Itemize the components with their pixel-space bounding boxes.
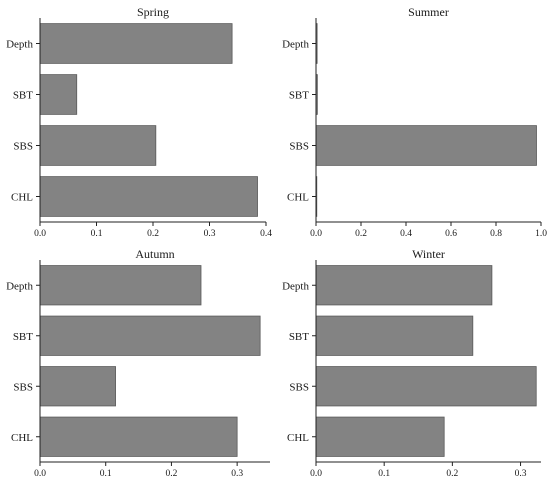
winter-bar-chl	[315, 416, 445, 457]
autumn-category-label: CHL	[11, 432, 33, 444]
winter-title: Winter	[412, 247, 445, 261]
summer-tick-label: 0.2	[355, 229, 367, 239]
summer-tick-label: 0.0	[310, 229, 322, 239]
winter-category-label: SBT	[289, 331, 309, 343]
winter-category-label: Depth	[282, 280, 309, 292]
autumn-category-label: SBT	[13, 331, 33, 343]
autumn-category-label: Depth	[6, 280, 33, 292]
spring-category-label: SBS	[13, 141, 33, 153]
autumn-tick-label: 0.2	[165, 469, 177, 479]
spring-bar-chl	[39, 176, 258, 217]
autumn-bar-sbs	[39, 366, 116, 407]
winter-bar-depth	[315, 265, 493, 306]
spring-tick-label: 0.0	[34, 229, 46, 239]
spring-category-label: Depth	[6, 39, 33, 51]
spring-bar-sbt	[39, 74, 78, 115]
spring-category-label: CHL	[11, 192, 33, 204]
autumn-tick-label: 0.3	[231, 469, 243, 479]
summer-category-label: SBS	[289, 141, 309, 153]
autumn-bar-chl	[39, 416, 238, 457]
summer-tick-label: 0.4	[400, 229, 412, 239]
autumn-tick-label: 0.0	[34, 469, 46, 479]
spring-bar-depth	[39, 23, 233, 64]
autumn-bar-depth	[39, 265, 202, 306]
autumn-bar-sbt	[39, 315, 261, 356]
spring-tick-label: 0.4	[260, 229, 272, 239]
summer-category-label: SBT	[289, 90, 309, 102]
summer-tick-label: 1.0	[535, 229, 547, 239]
summer-tick-label: 0.6	[445, 229, 457, 239]
spring-tick-label: 0.3	[204, 229, 216, 239]
autumn-tick-label: 0.1	[100, 469, 112, 479]
winter-bar-sbt	[315, 315, 474, 356]
winter-tick-label: 0.0	[310, 469, 322, 479]
spring-tick-label: 0.2	[147, 229, 159, 239]
autumn-category-label: SBS	[13, 381, 33, 393]
summer-tick-label: 0.8	[490, 229, 502, 239]
spring-title: Spring	[137, 5, 169, 19]
summer-title: Summer	[408, 5, 449, 19]
panel-winter: Winter Depth SBT SBS CHL 0.0 0.1 0.2 0.3	[282, 247, 541, 479]
panel-spring: Spring Depth SBT SBS CHL 0.0 0.1 0.2 0.3 0.4	[6, 5, 272, 239]
winter-category-label: SBS	[289, 381, 309, 393]
spring-category-label: SBT	[13, 90, 33, 102]
autumn-title: Autumn	[135, 247, 174, 261]
summer-category-label: Depth	[282, 39, 309, 51]
summer-category-label: CHL	[287, 192, 309, 204]
panel-autumn: Autumn Depth SBT SBS CHL 0.0 0.1 0.2 0.3	[6, 247, 270, 479]
summer-bar-sbs	[315, 125, 537, 166]
winter-category-label: CHL	[287, 432, 309, 444]
winter-tick-label: 0.2	[446, 469, 458, 479]
winter-bar-sbs	[315, 366, 537, 407]
winter-tick-label: 0.1	[378, 469, 390, 479]
spring-bar-sbs	[39, 125, 157, 166]
winter-tick-label: 0.3	[515, 469, 527, 479]
spring-tick-label: 0.1	[91, 229, 103, 239]
panel-summer: Summer Depth SBT SBS CHL 0.0 0.2 0.4 0.6 0.8 1.0	[282, 5, 547, 239]
